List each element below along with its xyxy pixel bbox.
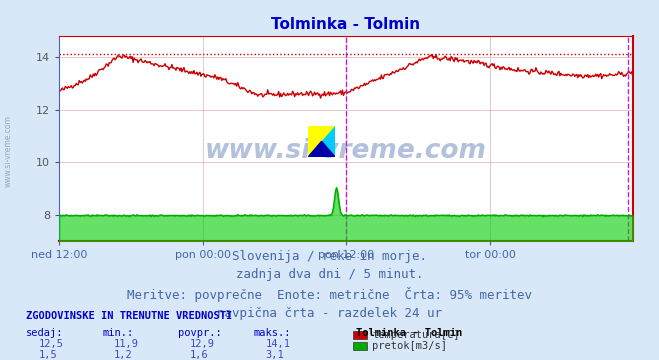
- Text: ZGODOVINSKE IN TRENUTNE VREDNOSTI: ZGODOVINSKE IN TRENUTNE VREDNOSTI: [26, 311, 233, 321]
- Text: Tolminka - Tolmin: Tolminka - Tolmin: [356, 328, 462, 338]
- Text: povpr.:: povpr.:: [178, 328, 221, 338]
- Text: 12,5: 12,5: [38, 339, 63, 349]
- Text: Slovenija / reke in morje.
zadnja dva dni / 5 minut.
Meritve: povprečne  Enote: : Slovenija / reke in morje. zadnja dva dn…: [127, 250, 532, 320]
- Text: pretok[m3/s]: pretok[m3/s]: [372, 341, 447, 351]
- Text: maks.:: maks.:: [254, 328, 291, 338]
- Text: www.si-vreme.com: www.si-vreme.com: [205, 138, 487, 164]
- Text: www.si-vreme.com: www.si-vreme.com: [4, 115, 13, 187]
- Text: 12,9: 12,9: [190, 339, 215, 349]
- Text: 1,2: 1,2: [114, 350, 132, 360]
- Polygon shape: [308, 126, 335, 157]
- Text: 14,1: 14,1: [266, 339, 291, 349]
- Text: 11,9: 11,9: [114, 339, 139, 349]
- Text: 1,5: 1,5: [38, 350, 57, 360]
- Text: 1,6: 1,6: [190, 350, 208, 360]
- Text: temperatura[C]: temperatura[C]: [372, 330, 460, 340]
- Text: sedaj:: sedaj:: [26, 328, 64, 338]
- Polygon shape: [308, 126, 335, 157]
- Title: Tolminka - Tolmin: Tolminka - Tolmin: [272, 17, 420, 32]
- Text: 3,1: 3,1: [266, 350, 284, 360]
- Text: min.:: min.:: [102, 328, 133, 338]
- Polygon shape: [308, 141, 335, 157]
